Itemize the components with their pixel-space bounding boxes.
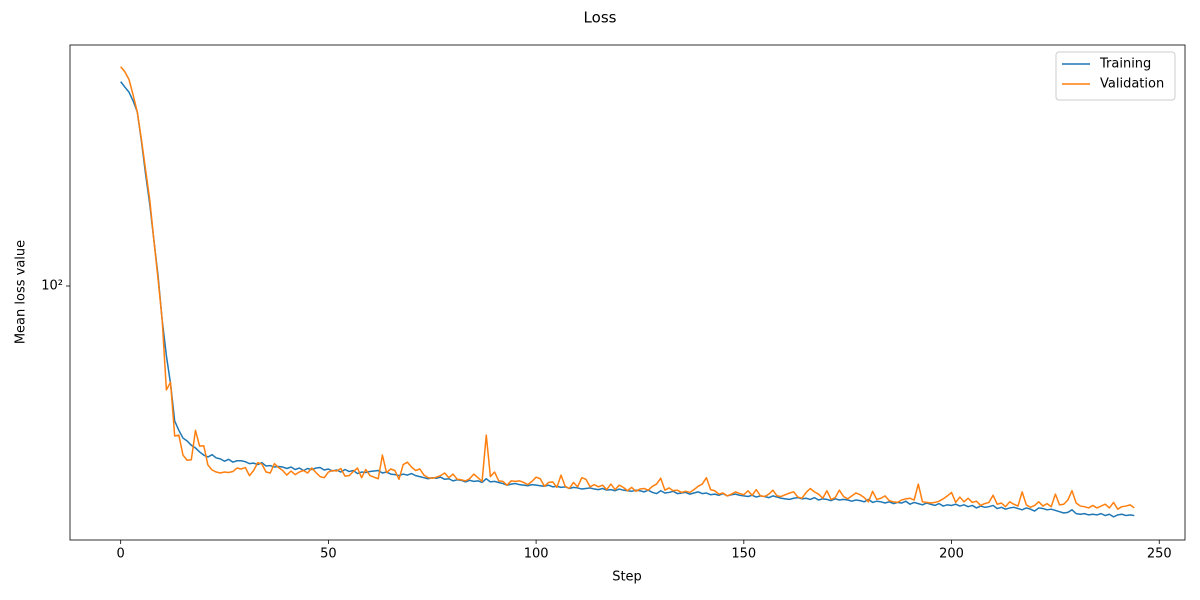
legend-label: Training [1099,57,1151,72]
x-tick-label: 0 [117,547,125,562]
plot-area [120,66,1135,518]
y-axis-label: Mean loss value [14,240,29,344]
x-tick-label: 200 [939,547,964,562]
x-tick-label: 250 [1147,547,1172,562]
plot-frame [69,44,1186,541]
legend: Training Validation [1055,51,1176,101]
legend-label: Validation [1100,77,1164,92]
x-tick-label: 100 [524,547,549,562]
x-tick-label: 150 [731,547,756,562]
y-tick-label: 10² [41,279,63,294]
x-tick-label: 50 [320,547,337,562]
chart-title: Loss [584,9,617,27]
data-line [120,66,1135,510]
x-axis-label: Step [612,570,642,585]
